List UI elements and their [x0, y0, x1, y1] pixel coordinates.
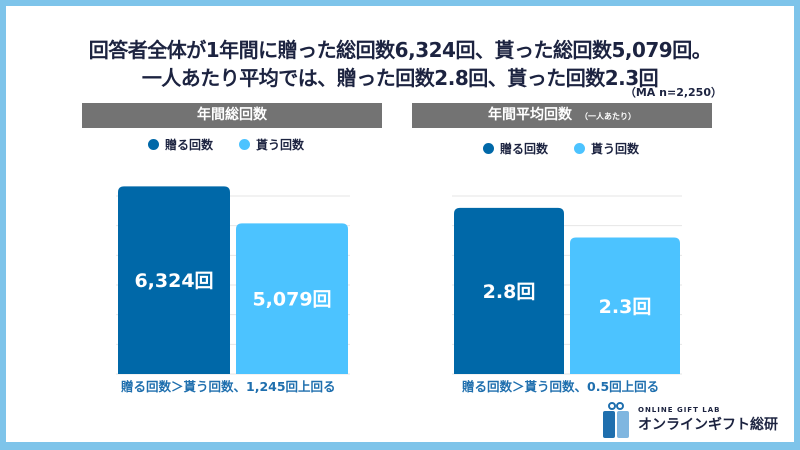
- legend-label: 貰う回数: [256, 138, 305, 152]
- legend-dot-icon: [239, 139, 251, 150]
- chart2-note: 贈る回数＞貰う回数、0.5回上回る: [462, 379, 660, 394]
- chart2-legend: 贈る回数 貰う回数: [483, 140, 639, 157]
- data-label: 6,324回: [134, 270, 213, 292]
- legend-item-give: 贈る回数: [148, 136, 213, 153]
- legend-item-receive: 貰う回数: [574, 140, 639, 157]
- chart1-legend: 贈る回数 貰う回数: [148, 136, 304, 153]
- chart2-title: 年間平均回数: [488, 107, 572, 123]
- logo-ja: オンラインギフト総研: [638, 417, 778, 433]
- title-line-1: 回答者全体が1年間に贈った総回数6,324回、貰った総回数5,079回。: [88, 38, 712, 62]
- bar-give: [118, 186, 230, 374]
- sample-note: （MA n=2,250）: [624, 86, 722, 99]
- legend-dot-icon: [483, 143, 494, 154]
- gift-box-icon: [603, 402, 629, 438]
- legend-dot-icon: [148, 139, 159, 150]
- legend-item-give: 贈る回数: [483, 140, 548, 157]
- bar-receive: [570, 237, 680, 374]
- logo-en: ONLINE GIFT LAB: [638, 406, 721, 414]
- chart2-header: 年間平均回数 （一人あたり）: [412, 103, 712, 128]
- legend-label: 貰う回数: [591, 142, 640, 156]
- chart1-header: 年間総回数: [82, 103, 382, 128]
- legend-item-receive: 貰う回数: [239, 136, 304, 153]
- legend-label: 贈る回数: [500, 142, 549, 156]
- logo: ONLINE GIFT LAB オンラインギフト総研: [602, 402, 778, 438]
- bar-receive: [236, 223, 348, 374]
- data-label: 2.3回: [599, 296, 652, 318]
- chart1-note: 贈る回数＞貰う回数、1,245回上回る: [121, 379, 336, 394]
- data-label: 2.8回: [483, 281, 536, 303]
- chart2-subtitle: （一人あたり）: [580, 112, 636, 121]
- bar-give: [454, 207, 564, 374]
- chart1-title: 年間総回数: [197, 107, 267, 123]
- legend-label: 贈る回数: [165, 138, 214, 152]
- data-label: 5,079回: [252, 289, 331, 311]
- legend-dot-icon: [574, 143, 586, 154]
- title-line-2: 一人あたり平均では、贈った回数2.8回、貰った回数2.3回: [141, 66, 659, 90]
